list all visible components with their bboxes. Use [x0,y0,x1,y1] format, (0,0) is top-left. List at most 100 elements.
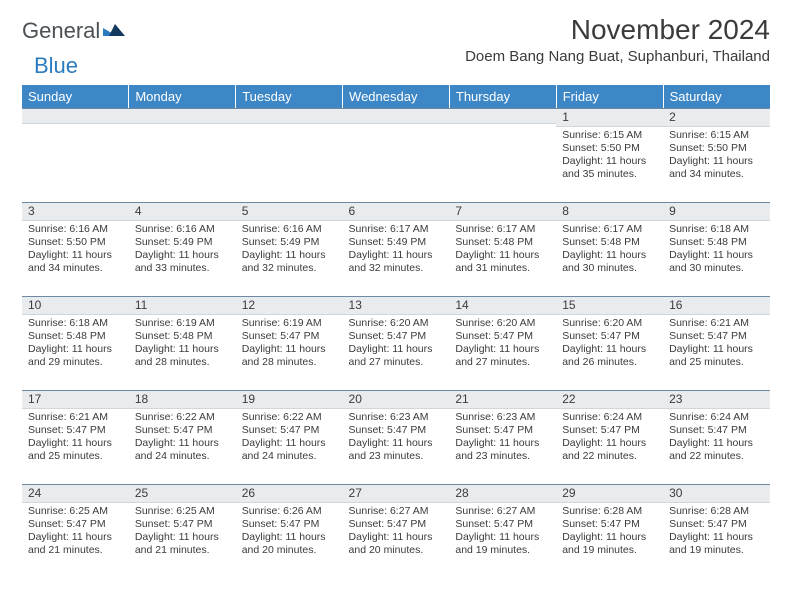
calendar-cell: 24Sunrise: 6:25 AMSunset: 5:47 PMDayligh… [22,484,129,578]
cell-content: Sunrise: 6:28 AMSunset: 5:47 PMDaylight:… [663,503,770,562]
cell-content [449,124,556,130]
cell-line: Sunrise: 6:20 AM [349,317,444,330]
cell-line: Daylight: 11 hours and 24 minutes. [135,437,230,463]
day-header: Tuesday [236,85,343,108]
cell-content: Sunrise: 6:20 AMSunset: 5:47 PMDaylight:… [343,315,450,374]
cell-content: Sunrise: 6:26 AMSunset: 5:47 PMDaylight:… [236,503,343,562]
calendar-body: 1Sunrise: 6:15 AMSunset: 5:50 PMDaylight… [22,108,770,578]
logo-text-general: General [22,18,100,44]
day-number [449,108,556,124]
cell-line: Sunset: 5:47 PM [349,518,444,531]
cell-line: Sunrise: 6:22 AM [135,411,230,424]
calendar-cell: 10Sunrise: 6:18 AMSunset: 5:48 PMDayligh… [22,296,129,390]
cell-line: Sunset: 5:47 PM [669,330,764,343]
day-number: 4 [129,202,236,221]
calendar-cell: 28Sunrise: 6:27 AMSunset: 5:47 PMDayligh… [449,484,556,578]
cell-line: Sunrise: 6:21 AM [669,317,764,330]
cell-line: Sunrise: 6:20 AM [455,317,550,330]
calendar-cell: 17Sunrise: 6:21 AMSunset: 5:47 PMDayligh… [22,390,129,484]
calendar-cell [22,108,129,202]
cell-content: Sunrise: 6:22 AMSunset: 5:47 PMDaylight:… [236,409,343,468]
calendar-week-row: 17Sunrise: 6:21 AMSunset: 5:47 PMDayligh… [22,390,770,484]
cell-content: Sunrise: 6:22 AMSunset: 5:47 PMDaylight:… [129,409,236,468]
month-title: November 2024 [465,14,770,46]
cell-line: Sunrise: 6:19 AM [242,317,337,330]
cell-line: Daylight: 11 hours and 20 minutes. [349,531,444,557]
cell-line: Sunrise: 6:24 AM [562,411,657,424]
cell-line: Daylight: 11 hours and 28 minutes. [135,343,230,369]
calendar-cell: 13Sunrise: 6:20 AMSunset: 5:47 PMDayligh… [343,296,450,390]
calendar-cell: 19Sunrise: 6:22 AMSunset: 5:47 PMDayligh… [236,390,343,484]
day-header: Monday [129,85,236,108]
cell-line: Sunset: 5:47 PM [28,424,123,437]
cell-line: Sunrise: 6:28 AM [669,505,764,518]
logo-mark-icon [103,22,125,40]
day-header: Thursday [449,85,556,108]
day-number: 23 [663,390,770,409]
day-number [236,108,343,124]
day-number: 30 [663,484,770,503]
calendar-cell: 6Sunrise: 6:17 AMSunset: 5:49 PMDaylight… [343,202,450,296]
cell-line: Sunset: 5:47 PM [135,518,230,531]
cell-line: Sunrise: 6:16 AM [28,223,123,236]
cell-line: Sunrise: 6:20 AM [562,317,657,330]
cell-line: Daylight: 11 hours and 22 minutes. [562,437,657,463]
calendar-cell: 25Sunrise: 6:25 AMSunset: 5:47 PMDayligh… [129,484,236,578]
cell-line: Sunset: 5:47 PM [562,330,657,343]
cell-content: Sunrise: 6:25 AMSunset: 5:47 PMDaylight:… [22,503,129,562]
calendar-table: SundayMondayTuesdayWednesdayThursdayFrid… [22,85,770,578]
cell-line: Daylight: 11 hours and 23 minutes. [349,437,444,463]
cell-line: Sunset: 5:47 PM [28,518,123,531]
day-number: 29 [556,484,663,503]
calendar-cell: 30Sunrise: 6:28 AMSunset: 5:47 PMDayligh… [663,484,770,578]
day-number [129,108,236,124]
day-header: Saturday [663,85,770,108]
calendar-cell [129,108,236,202]
cell-line: Sunrise: 6:17 AM [455,223,550,236]
calendar-header-row: SundayMondayTuesdayWednesdayThursdayFrid… [22,85,770,108]
day-number: 28 [449,484,556,503]
calendar-cell: 22Sunrise: 6:24 AMSunset: 5:47 PMDayligh… [556,390,663,484]
cell-line: Sunset: 5:47 PM [242,330,337,343]
cell-content: Sunrise: 6:20 AMSunset: 5:47 PMDaylight:… [449,315,556,374]
cell-line: Daylight: 11 hours and 19 minutes. [669,531,764,557]
day-header: Wednesday [343,85,450,108]
day-number: 25 [129,484,236,503]
day-number: 15 [556,296,663,315]
cell-line: Daylight: 11 hours and 27 minutes. [349,343,444,369]
cell-line: Daylight: 11 hours and 25 minutes. [669,343,764,369]
calendar-cell: 7Sunrise: 6:17 AMSunset: 5:48 PMDaylight… [449,202,556,296]
cell-line: Daylight: 11 hours and 34 minutes. [28,249,123,275]
day-number: 1 [556,108,663,127]
day-number: 18 [129,390,236,409]
calendar-cell: 23Sunrise: 6:24 AMSunset: 5:47 PMDayligh… [663,390,770,484]
day-number: 11 [129,296,236,315]
cell-line: Sunrise: 6:25 AM [28,505,123,518]
cell-content: Sunrise: 6:19 AMSunset: 5:48 PMDaylight:… [129,315,236,374]
day-number: 10 [22,296,129,315]
cell-content: Sunrise: 6:20 AMSunset: 5:47 PMDaylight:… [556,315,663,374]
day-number: 7 [449,202,556,221]
cell-content [236,124,343,130]
calendar-cell: 26Sunrise: 6:26 AMSunset: 5:47 PMDayligh… [236,484,343,578]
cell-content [343,124,450,130]
cell-line: Sunrise: 6:17 AM [562,223,657,236]
cell-line: Daylight: 11 hours and 21 minutes. [28,531,123,557]
cell-line: Sunrise: 6:19 AM [135,317,230,330]
cell-line: Sunrise: 6:26 AM [242,505,337,518]
cell-content: Sunrise: 6:19 AMSunset: 5:47 PMDaylight:… [236,315,343,374]
cell-line: Sunset: 5:49 PM [349,236,444,249]
cell-line: Daylight: 11 hours and 30 minutes. [562,249,657,275]
cell-line: Sunset: 5:47 PM [349,424,444,437]
cell-line: Sunset: 5:48 PM [135,330,230,343]
cell-line: Sunset: 5:47 PM [455,330,550,343]
cell-line: Sunset: 5:47 PM [455,518,550,531]
cell-content: Sunrise: 6:15 AMSunset: 5:50 PMDaylight:… [556,127,663,186]
cell-line: Sunset: 5:48 PM [455,236,550,249]
cell-line: Sunrise: 6:24 AM [669,411,764,424]
cell-line: Daylight: 11 hours and 30 minutes. [669,249,764,275]
cell-line: Sunset: 5:50 PM [562,142,657,155]
cell-content [22,124,129,130]
logo-text-blue: Blue [34,53,78,79]
logo: General [22,14,126,44]
